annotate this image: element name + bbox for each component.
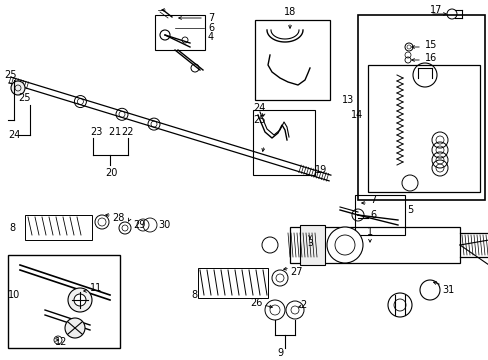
Text: 12: 12: [55, 337, 67, 347]
Text: 6: 6: [369, 210, 375, 220]
Text: 23: 23: [90, 127, 102, 137]
Bar: [8, 255, 120, 348]
Text: 17: 17: [429, 5, 442, 15]
Text: 4: 4: [207, 32, 214, 42]
Bar: [357, 15, 484, 200]
Text: 10: 10: [8, 290, 20, 300]
Text: 11: 11: [90, 283, 102, 293]
Text: 2: 2: [299, 300, 305, 310]
Bar: [299, 225, 325, 265]
Circle shape: [68, 288, 92, 312]
Text: 25: 25: [18, 93, 30, 103]
Text: 2: 2: [108, 127, 114, 137]
Text: 8: 8: [190, 290, 197, 300]
Text: 29: 29: [133, 220, 145, 230]
Text: 7: 7: [369, 195, 375, 205]
Text: 19: 19: [314, 165, 326, 175]
Text: 24: 24: [8, 130, 20, 140]
Text: 20: 20: [105, 168, 117, 178]
Text: 24: 24: [252, 103, 265, 113]
Text: 5: 5: [406, 205, 412, 215]
Circle shape: [334, 235, 354, 255]
Text: 18: 18: [284, 7, 296, 17]
Text: 26: 26: [250, 298, 263, 308]
Bar: [155, 15, 204, 50]
Text: 14: 14: [350, 110, 362, 120]
Text: 1: 1: [115, 127, 121, 137]
Bar: [354, 195, 404, 235]
Circle shape: [326, 227, 362, 263]
Bar: [25, 215, 92, 240]
Bar: [198, 268, 267, 298]
Text: 15: 15: [424, 40, 436, 50]
Bar: [254, 20, 329, 100]
Text: 31: 31: [441, 285, 453, 295]
Text: 25: 25: [252, 115, 265, 125]
Bar: [252, 110, 314, 175]
Text: 27: 27: [289, 267, 302, 277]
Text: 30: 30: [158, 220, 170, 230]
Text: 28: 28: [112, 213, 124, 223]
Circle shape: [11, 81, 25, 95]
Text: 9: 9: [276, 348, 283, 358]
Bar: [367, 65, 479, 192]
Text: 8: 8: [9, 223, 15, 233]
Text: 16: 16: [424, 53, 436, 63]
Text: 3: 3: [306, 238, 312, 248]
Text: 25: 25: [4, 70, 17, 80]
Text: 22: 22: [121, 127, 133, 137]
Text: 13: 13: [341, 95, 353, 105]
Text: 7: 7: [207, 13, 214, 23]
Text: 1: 1: [366, 227, 372, 237]
Text: 6: 6: [207, 23, 214, 33]
Circle shape: [65, 318, 85, 338]
Circle shape: [74, 294, 86, 306]
Bar: [289, 227, 459, 263]
